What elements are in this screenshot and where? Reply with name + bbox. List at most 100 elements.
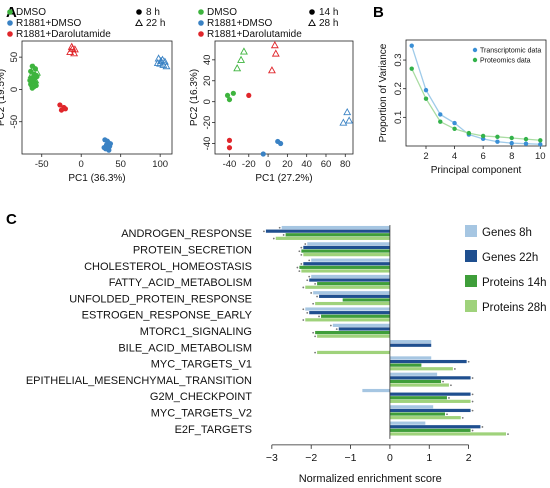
bar	[389, 396, 447, 400]
legend-label: Proteomics data	[480, 58, 531, 65]
bar	[305, 318, 390, 322]
legend-marker	[7, 31, 13, 37]
x-tick-label: −1	[345, 452, 357, 464]
data-point	[267, 66, 276, 74]
pathway-label: E2F_TARGETS	[175, 424, 252, 436]
data-point	[339, 118, 348, 126]
data-point	[31, 76, 40, 84]
significance-dot	[282, 234, 285, 236]
data-point	[538, 142, 543, 147]
x-axis-title: PC1 (36.3%)	[68, 173, 125, 184]
significance-dot	[302, 286, 305, 289]
significance-dot	[446, 413, 448, 416]
data-point	[278, 140, 284, 147]
data-point	[101, 144, 107, 151]
legend-label: Proteins 14h	[482, 277, 547, 289]
significance-dot	[471, 377, 474, 379]
bar	[389, 428, 471, 432]
significance-dot	[450, 384, 452, 387]
x-axis-title: Principal component	[431, 165, 522, 176]
y-axis-title: PC2 (16.3%)	[189, 69, 200, 126]
pathway-label: ESTROGEN_RESPONSE_EARLY	[82, 310, 253, 322]
legend-label: R1881+Darolutamide	[16, 29, 111, 40]
data-point	[438, 112, 443, 117]
bar	[303, 253, 390, 257]
data-point	[495, 139, 500, 144]
panel-label-c: C	[6, 211, 17, 228]
legend-label: Transcriptomic data	[480, 48, 541, 55]
bar	[299, 265, 390, 269]
bar	[305, 307, 390, 311]
legend-label: DMSO	[207, 7, 237, 18]
pathway-label: MYC_TARGETS_V1	[151, 359, 252, 371]
bar	[342, 298, 390, 302]
x-tick-label: -50	[35, 159, 49, 170]
y-tick-label: 20	[202, 75, 213, 86]
y-tick-label: 50	[9, 52, 20, 63]
data-point	[480, 133, 486, 139]
data-point	[466, 130, 472, 136]
y-tick-label: -20	[202, 116, 213, 130]
pathway-label: UNFOLDED_PROTEIN_RESPONSE	[69, 293, 252, 305]
bar	[389, 367, 453, 371]
bar	[389, 363, 422, 367]
legend-marker	[136, 9, 142, 15]
x-tick-label: 40	[301, 159, 312, 170]
data-point	[29, 80, 38, 88]
bar	[321, 314, 390, 318]
bar	[309, 278, 390, 282]
significance-dot	[467, 360, 470, 363]
bar	[301, 269, 390, 273]
significance-dot	[314, 282, 316, 285]
data-point	[495, 134, 500, 140]
data-point	[62, 106, 69, 112]
y-axis-title: Proportion of Variance	[378, 43, 389, 142]
bar	[317, 282, 390, 286]
x-axis-title: PC1 (27.2%)	[255, 173, 312, 184]
x-tick-label: −3	[266, 452, 278, 464]
legend-label: Proteins 28h	[482, 302, 547, 314]
significance-dot	[329, 324, 332, 327]
data-point	[57, 102, 63, 108]
significance-dot	[471, 409, 474, 412]
y-tick-label: 40	[202, 55, 213, 66]
bar	[303, 262, 390, 266]
y-axis-title: PC2 (19.5%)	[0, 69, 7, 126]
bar	[285, 233, 390, 237]
data-point	[233, 64, 242, 72]
significance-dot	[300, 246, 303, 249]
significance-dot	[300, 253, 303, 256]
legend-label: R1881+DMSO	[16, 18, 82, 29]
bar	[389, 432, 506, 436]
data-point	[452, 120, 457, 126]
x-tick-label: -40	[223, 159, 237, 170]
x-tick-label: -20	[242, 159, 256, 170]
data-point	[230, 90, 236, 96]
bar	[313, 291, 390, 295]
significance-dot	[308, 275, 311, 278]
data-point	[239, 47, 248, 55]
bar	[311, 258, 390, 262]
significance-dot	[314, 351, 316, 354]
legend-marker	[198, 20, 204, 26]
pathway-label: CHOLESTEROL_HOMEOSTASIS	[84, 261, 252, 273]
significance-dot	[312, 302, 315, 305]
data-point	[237, 55, 246, 63]
plot-frame	[214, 40, 354, 155]
x-tick-label: 60	[321, 159, 332, 170]
data-point	[523, 136, 529, 142]
significance-dot	[316, 295, 318, 298]
pathway-label: PROTEIN_SECRETION	[133, 244, 252, 256]
pca-scatter-right: -40 -20 0 20 40 60 80 -40 -20 0 20 40 PC1 (27.2%) PC2…	[189, 7, 354, 184]
bar	[389, 416, 461, 420]
significance-dot	[306, 311, 309, 314]
data-point	[107, 141, 114, 147]
significance-dot	[471, 400, 474, 403]
bar	[389, 408, 471, 413]
bar	[389, 359, 467, 364]
bar	[309, 311, 390, 315]
significance-dot	[314, 335, 316, 338]
pca-scatter-left: -50 0 50 100 -50 0 50 PC1 (36.3%) PC2 (19.5%) DMS…	[0, 7, 173, 184]
legend-label: 14 h	[319, 7, 338, 18]
bar	[389, 412, 445, 416]
